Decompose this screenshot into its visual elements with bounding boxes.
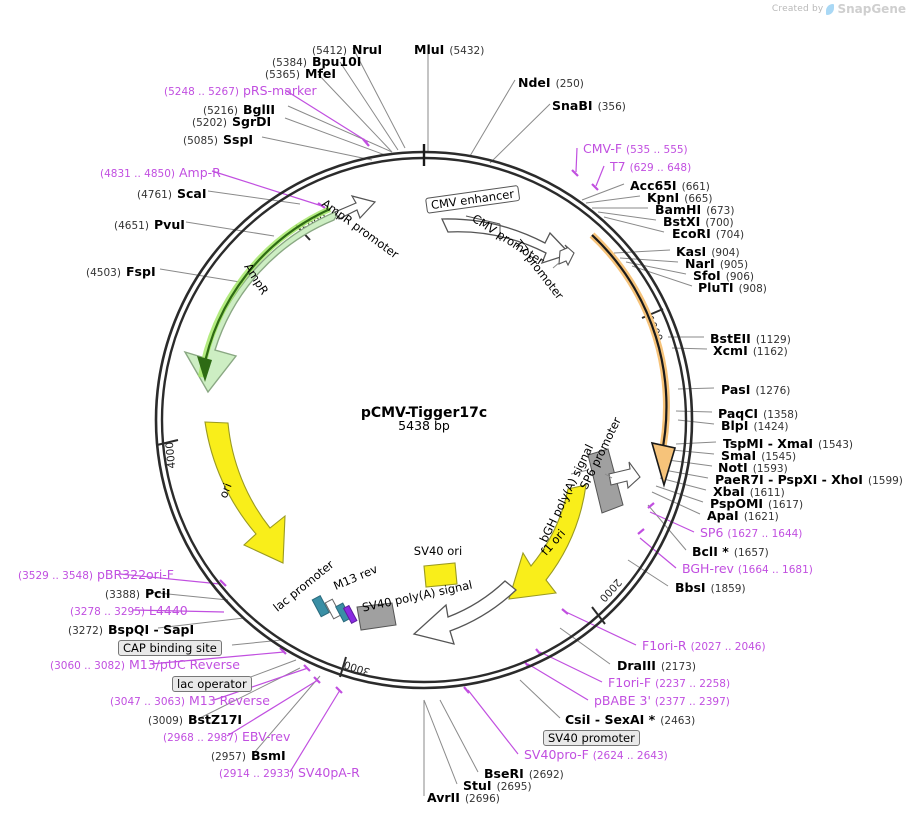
ruler-tick-label: 4000 (164, 441, 178, 469)
label-bglii[interactable]: (5216) BglII (203, 102, 276, 117)
label-paer7i-pspxi-xhoi[interactable]: PaeR7I - PspXI - XhoI (1599) (715, 472, 903, 487)
feature-sv40-ori-box: SV40 ori (414, 544, 462, 588)
label-t7-primer[interactable]: T7 (629 .. 648) (610, 159, 692, 174)
label-bspqi-sapi[interactable]: (3272) BspQI - SapI (68, 622, 195, 637)
label-stui[interactable]: StuI (2695) (463, 778, 532, 793)
plasmid-size: 5438 bp (398, 418, 450, 433)
feature-ampr-arrow: AmpR (183, 206, 342, 394)
label-sp6-primer[interactable]: SP6 (1627 .. 1644) (700, 525, 803, 540)
label-scai[interactable]: (4761) ScaI (137, 186, 207, 201)
label-fspi[interactable]: (4503) FspI (86, 264, 156, 279)
label-bcli[interactable]: BclI * (1657) (692, 544, 769, 559)
label-ebv-rev[interactable]: (2968 .. 2987) EBV-rev (163, 729, 291, 744)
label-noti[interactable]: NotI (1593) (718, 460, 788, 475)
label-smai[interactable]: SmaI (1545) (721, 448, 797, 463)
label-bamhi[interactable]: BamHI (673) (655, 202, 735, 217)
label-kasi[interactable]: KasI (904) (676, 244, 740, 259)
cap-binding-site-box (311, 595, 330, 618)
label-sv40pa-r[interactable]: (2914 .. 2933) SV40pA-R (219, 765, 360, 780)
label-kpni[interactable]: KpnI (665) (647, 190, 713, 205)
label-pluti[interactable]: PluTI (908) (698, 280, 767, 295)
ruler-tick-label: 3000 (343, 658, 372, 678)
leader-lines-enzymes (147, 47, 717, 796)
label-amp-r-primer[interactable]: (4831 .. 4850) Amp-R (100, 165, 221, 180)
label-cmv-f[interactable]: CMV-F (535 .. 555) (583, 141, 688, 156)
label-bbsi[interactable]: BbsI (1859) (675, 580, 746, 595)
label-acc65i[interactable]: Acc65I (661) (630, 178, 710, 193)
label-ecori[interactable]: EcoRI (704) (672, 226, 745, 241)
label-bstz17i[interactable]: (3009) BstZ17I (148, 712, 243, 727)
label-pasi[interactable]: PasI (1276) (721, 382, 791, 397)
label-paqci[interactable]: PaqCI (1358) (718, 406, 799, 421)
label-bgh-rev[interactable]: BGH-rev (1664 .. 1681) (682, 561, 813, 576)
label-mlui[interactable]: MluI (5432) (414, 42, 485, 57)
label-tspmi-xmai[interactable]: TspMI - XmaI (1543) (723, 436, 853, 451)
label-xcmi[interactable]: XcmI (1162) (713, 343, 788, 358)
label-f1ori-f[interactable]: F1ori-F (2237 .. 2258) (608, 675, 731, 690)
plasmid-name: pCMV-Tigger17c (361, 405, 487, 421)
label-f1ori-r[interactable]: F1ori-R (2027 .. 2046) (642, 638, 766, 653)
feature-cmv-group: CMV promoter T7 promoter (440, 211, 575, 302)
feature-orange-arc (589, 232, 677, 488)
label-nari[interactable]: NarI (905) (685, 256, 749, 271)
label-m13-puc-reverse[interactable]: (3060 .. 3082) M13/pUC Reverse (50, 657, 240, 672)
label-apai[interactable]: ApaI (1621) (707, 508, 779, 523)
label-draiii[interactable]: DraIII (2173) (617, 658, 696, 673)
label-m13-reverse[interactable]: (3047 .. 3063) M13 Reverse (110, 693, 270, 708)
created-by-text: Created by (771, 4, 824, 14)
boxed-label-cap-binding-site[interactable]: CAP binding site (118, 640, 222, 656)
t7-promoter-arrow (558, 244, 575, 267)
label-bstxi[interactable]: BstXI (700) (663, 214, 734, 229)
snapgene-branding: Created by SnapGene (772, 2, 906, 16)
label-sspi[interactable]: (5085) SspI (183, 132, 254, 147)
cmv-promoter-arrow (440, 218, 572, 265)
label-l4440[interactable]: (3278 .. 3295) L4440 (70, 603, 188, 618)
label-csii-sexai[interactable]: CsiI - SexAI * (2463) (565, 712, 696, 727)
feature-ampr-promoter-arrow: AmpR promoter (319, 195, 402, 261)
feature-label-m13-rev: M13 rev (331, 562, 380, 593)
label-bsmi[interactable]: (2957) BsmI (211, 748, 286, 763)
label-pbr322ori-f[interactable]: (3529 .. 3548) pBR322ori-F (18, 567, 174, 582)
label-mfei[interactable]: (5365) MfeI (265, 66, 337, 81)
feature-sv40-promoter-arrow (412, 580, 517, 645)
label-prs-marker[interactable]: (5248 .. 5267) pRS-marker (164, 83, 317, 98)
feature-ori-arrow: ori (204, 421, 286, 564)
label-avrii[interactable]: AvrII (2696) (427, 790, 500, 805)
snapgene-leaf-icon (826, 3, 835, 15)
label-bsteii[interactable]: BstEII (1129) (710, 331, 791, 346)
label-nrui[interactable]: (5412) NruI (312, 42, 383, 57)
boxed-label-lac-operator[interactable]: lac operator (172, 676, 252, 692)
label-pvui[interactable]: (4651) PvuI (114, 217, 185, 232)
label-ndei[interactable]: NdeI (250) (518, 75, 584, 90)
label-sfoi[interactable]: SfoI (906) (693, 268, 755, 283)
label-snabi[interactable]: SnaBI (356) (552, 98, 626, 113)
label-bpu10i[interactable]: (5384) Bpu10I (272, 54, 362, 69)
label-blpi[interactable]: BlpI (1424) (721, 418, 789, 433)
feature-label-ori: ori (216, 481, 235, 500)
feature-label-sv40-ori: SV40 ori (414, 544, 462, 558)
label-xbai[interactable]: XbaI (1611) (713, 484, 785, 499)
ruler-tick-label: 2000 (597, 576, 624, 604)
label-pspomi[interactable]: PspOMI (1617) (710, 496, 804, 511)
label-sgrdi[interactable]: (5202) SgrDI (192, 114, 272, 129)
label-sv40pro-f[interactable]: SV40pro-F (2624 .. 2643) (524, 747, 668, 762)
boxed-label-sv40-promoter[interactable]: SV40 promoter (543, 730, 640, 746)
label-bseri[interactable]: BseRI (2692) (484, 766, 564, 781)
feature-label-sv40-polya: SV40 poly(A) signal (361, 578, 474, 615)
snapgene-wordmark: SnapGene (837, 2, 906, 16)
m13-rev-box (342, 604, 358, 625)
label-pcii[interactable]: (3388) PciI (105, 586, 171, 601)
label-pbabe-3prime[interactable]: pBABE 3' (2377 .. 2397) (594, 693, 730, 708)
